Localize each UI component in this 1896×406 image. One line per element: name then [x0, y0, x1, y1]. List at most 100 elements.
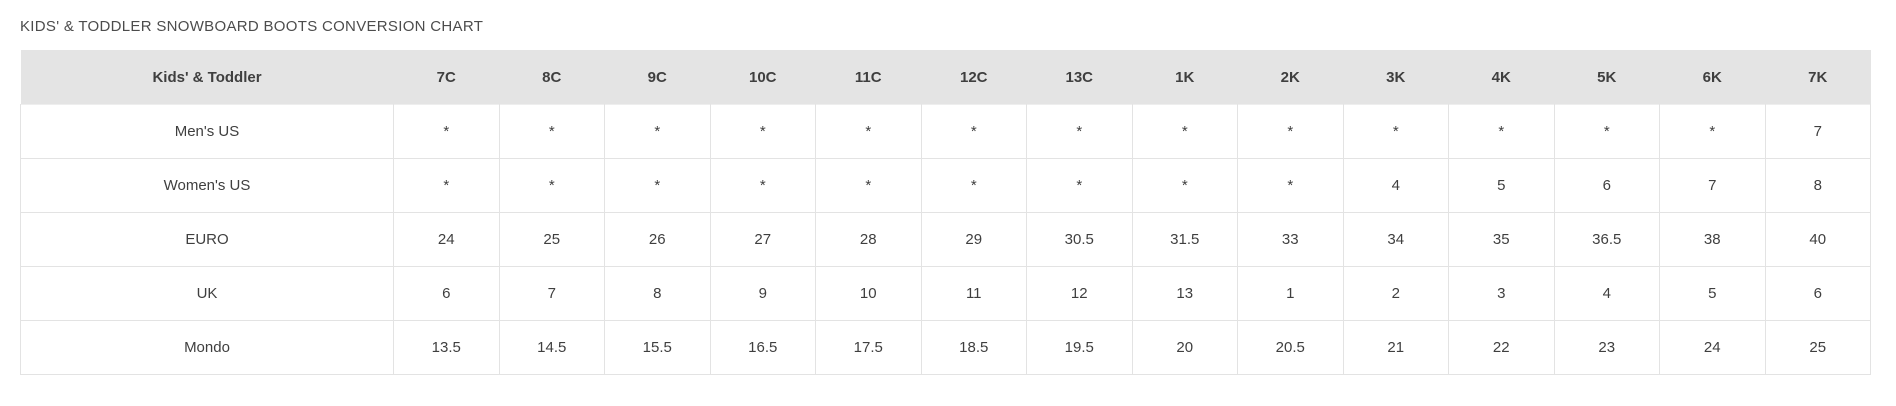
table-cell: *	[920, 158, 1027, 213]
table-cell: 13	[1131, 266, 1238, 321]
table-cell: 36.5	[1553, 212, 1660, 267]
header-cell: 2K	[1237, 50, 1343, 105]
table-cell: *	[1237, 158, 1344, 213]
table-cell: 29	[920, 212, 1027, 267]
table-cell: *	[1131, 158, 1238, 213]
table-cell: 23	[1553, 320, 1660, 375]
table-cell: 4	[1342, 158, 1449, 213]
table-row: Mondo 13.5 14.5 15.5 16.5 17.5 18.5 19.5 20 20.5 2…	[20, 320, 1871, 375]
table-cell: 31.5	[1131, 212, 1238, 267]
table-cell: 38	[1659, 212, 1766, 267]
table-cell: *	[498, 104, 605, 159]
table-cell: 6	[1764, 266, 1871, 321]
table-cell: 19.5	[1026, 320, 1133, 375]
table-cell: 24	[1659, 320, 1766, 375]
table-header-row: Kids' & Toddler 7C 8C 9C 10C 11C 12C 13C 1K 2K 3K 4…	[20, 50, 1871, 105]
table-cell: 5	[1659, 266, 1766, 321]
row-label: Women's US	[20, 158, 394, 213]
header-cell: 4K	[1448, 50, 1554, 105]
row-label: Men's US	[20, 104, 394, 159]
table-row: Women's US * * * * * * * * * 4 5 6 7 8	[20, 158, 1871, 213]
table-cell: 13.5	[393, 320, 500, 375]
header-cell-label: Kids' & Toddler	[20, 50, 394, 105]
table-cell: 40	[1764, 212, 1871, 267]
table-cell: *	[920, 104, 1027, 159]
header-cell: 12C	[921, 50, 1027, 105]
header-cell: 1K	[1132, 50, 1238, 105]
table-body: Men's US * * * * * * * * * * * * * 7 Women's US * * * * * * * *…	[20, 104, 1871, 375]
table-cell: 1	[1237, 266, 1344, 321]
table-head: Kids' & Toddler 7C 8C 9C 10C 11C 12C 13C 1K 2K 3K 4…	[20, 50, 1871, 105]
table-cell: *	[815, 158, 922, 213]
header-cell: 7K	[1765, 50, 1871, 105]
table-cell: 4	[1553, 266, 1660, 321]
table-cell: 14.5	[498, 320, 605, 375]
header-cell: 8C	[499, 50, 605, 105]
table-cell: 7	[1764, 104, 1871, 159]
table-cell: *	[1131, 104, 1238, 159]
table-cell: 35	[1448, 212, 1555, 267]
table-cell: *	[604, 104, 711, 159]
table-cell: 9	[709, 266, 816, 321]
table-cell: *	[815, 104, 922, 159]
header-cell: 10C	[710, 50, 816, 105]
header-cell: 5K	[1554, 50, 1660, 105]
table-cell: *	[1237, 104, 1344, 159]
table-cell: 17.5	[815, 320, 922, 375]
table-cell: *	[1026, 104, 1133, 159]
table-cell: 12	[1026, 266, 1133, 321]
table-cell: 3	[1448, 266, 1555, 321]
table-cell: *	[1026, 158, 1133, 213]
table-cell: 24	[393, 212, 500, 267]
page-title: KIDS' & TODDLER SNOWBOARD BOOTS CONVERSI…	[20, 18, 484, 35]
row-label: EURO	[20, 212, 394, 267]
header-cell: 9C	[604, 50, 710, 105]
table-cell: 20	[1131, 320, 1238, 375]
table-cell: 22	[1448, 320, 1555, 375]
table-cell: 30.5	[1026, 212, 1133, 267]
table-cell: *	[604, 158, 711, 213]
table-cell: *	[393, 158, 500, 213]
header-cell: 11C	[815, 50, 921, 105]
header-cell: 3K	[1343, 50, 1449, 105]
row-label: Mondo	[20, 320, 394, 375]
table-cell: 6	[1553, 158, 1660, 213]
header-cell: 13C	[1026, 50, 1132, 105]
conversion-table: Kids' & Toddler 7C 8C 9C 10C 11C 12C 13C 1K 2K 3K 4…	[20, 50, 1871, 375]
table-cell: 2	[1342, 266, 1449, 321]
table-cell: *	[1659, 104, 1766, 159]
table-cell: 25	[498, 212, 605, 267]
table-cell: 16.5	[709, 320, 816, 375]
table-cell: 6	[393, 266, 500, 321]
table-cell: 10	[815, 266, 922, 321]
row-label: UK	[20, 266, 394, 321]
table-cell: 15.5	[604, 320, 711, 375]
table-cell: 33	[1237, 212, 1344, 267]
table-cell: 8	[1764, 158, 1871, 213]
table-cell: 25	[1764, 320, 1871, 375]
table-cell: *	[1553, 104, 1660, 159]
table-cell: 11	[920, 266, 1027, 321]
table-cell: *	[709, 104, 816, 159]
table-row: Men's US * * * * * * * * * * * * * 7	[20, 104, 1871, 159]
table-cell: *	[498, 158, 605, 213]
table-cell: 7	[498, 266, 605, 321]
table-cell: *	[393, 104, 500, 159]
table-cell: 21	[1342, 320, 1449, 375]
table-cell: 7	[1659, 158, 1766, 213]
table-row: UK 6 7 8 9 10 11 12 13 1 2 3 4 5 6	[20, 266, 1871, 321]
table-cell: 18.5	[920, 320, 1027, 375]
table-cell: 26	[604, 212, 711, 267]
table-cell: 8	[604, 266, 711, 321]
table-row: EURO 24 25 26 27 28 29 30.5 31.5 33 34 35 36.5 38 40	[20, 212, 1871, 267]
table-cell: 5	[1448, 158, 1555, 213]
table-cell: 28	[815, 212, 922, 267]
header-cell: 7C	[393, 50, 499, 105]
table-cell: *	[709, 158, 816, 213]
table-cell: *	[1448, 104, 1555, 159]
table-cell: 27	[709, 212, 816, 267]
table-cell: 20.5	[1237, 320, 1344, 375]
table-cell: 34	[1342, 212, 1449, 267]
table-cell: *	[1342, 104, 1449, 159]
